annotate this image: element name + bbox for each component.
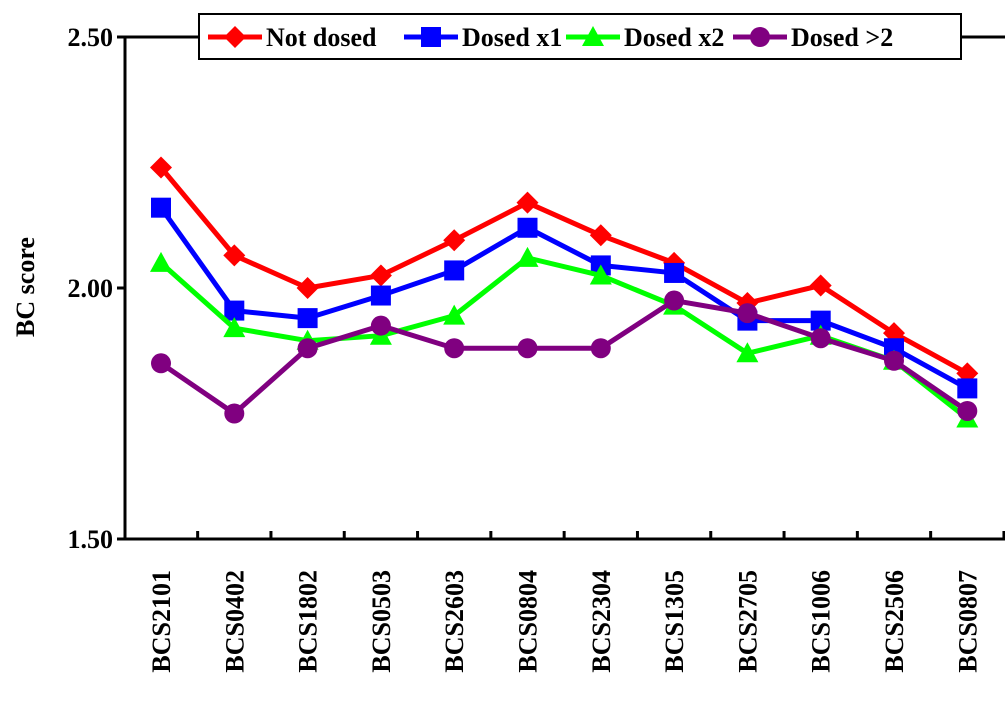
data-point [736,342,759,363]
series-line [159,165,969,376]
data-point [444,260,465,281]
data-point [957,378,978,399]
x-tick-label: BCS1802 [294,570,323,673]
x-tick-label: BCS2705 [733,570,762,673]
legend-label: Dosed >2 [791,23,893,52]
data-point [809,274,832,297]
data-point [737,303,758,324]
data-point [150,251,172,272]
x-tick-label: BCS0807 [953,570,982,673]
legend-label: Not dosed [266,23,377,52]
legend-swatch-marker [224,26,246,48]
x-tick-label: BCS0804 [514,570,543,673]
x-tick-label: BCS2101 [147,570,176,673]
data-point [150,156,172,179]
legend-swatch-marker [582,26,604,46]
series-layer [150,156,979,428]
data-point [884,350,904,371]
data-point [957,400,978,421]
legend-swatch-marker [750,27,770,47]
data-point [516,246,539,267]
x-tick-label: BCS2506 [880,570,909,673]
data-point [517,338,538,359]
data-point [370,315,391,336]
legend-entry: Dosed x2 [566,23,724,52]
data-point [224,300,245,321]
legend-entry: Dosed x1 [404,23,562,52]
legend-box [198,13,962,60]
x-tick-label: BCS0402 [220,570,249,673]
series-line [159,298,969,416]
series-line [158,206,969,391]
x-tick-label: BCS0503 [367,570,396,673]
data-point [810,328,831,349]
series-circle [151,290,978,424]
series-square [151,197,978,399]
data-point [223,317,246,338]
legend: Not dosed Dosed x1 Dosed x2 Dosed >2 [198,13,962,60]
y-axis-label: BC score [11,237,40,337]
data-point [664,262,685,283]
series-line [159,255,969,421]
axes [123,35,1005,541]
x-tick-label: BCS2603 [440,570,469,673]
legend-swatch-marker [421,27,441,47]
data-point [444,338,465,359]
y-tick-label: 1.50 [68,525,114,554]
legend-entry: Not dosed [208,23,377,52]
data-point [443,229,466,252]
x-tick-label: BCS1006 [807,570,836,673]
legend-label: Dosed x2 [624,23,724,52]
data-point [370,285,391,306]
data-point [369,264,392,287]
data-point [151,353,171,374]
data-point [151,197,171,218]
x-tick-label: BCS2304 [587,570,616,673]
data-point [664,290,685,311]
x-tick-label: BCS1305 [660,570,689,673]
y-tick-label: 2.50 [68,23,114,52]
data-point [223,244,246,267]
data-point [589,224,612,247]
ticks: 1.50 2.00 2.50 BCS2101 BCS0402 BCS1802 BCS0503… [68,23,1005,673]
data-point [224,403,245,424]
legend-entry: Dosed >2 [733,23,893,52]
y-tick-label: 2.00 [68,274,114,303]
data-point [443,304,466,325]
data-point [590,338,611,359]
data-point [297,308,318,329]
data-point [517,217,538,238]
data-point [296,277,319,299]
data-point [297,338,318,359]
data-point [810,310,831,331]
data-point [589,264,612,285]
legend-label: Dosed x1 [462,23,562,52]
data-point [516,191,539,214]
